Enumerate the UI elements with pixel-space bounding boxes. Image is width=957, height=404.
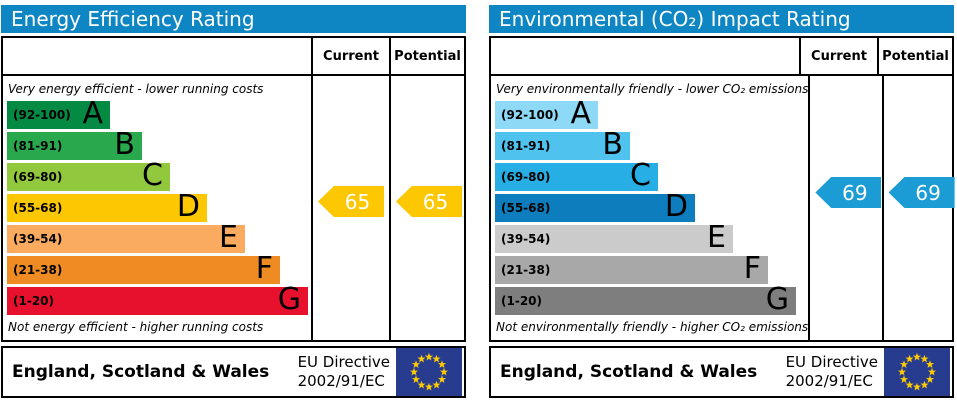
potential-rating-value: 65 <box>422 189 449 214</box>
band-e-letter: E <box>707 220 726 255</box>
band-a-range: (92-100) <box>501 108 559 122</box>
band-b-range: (81-91) <box>501 139 551 153</box>
eu-directive-label: EU Directive 2002/91/EC <box>785 353 878 390</box>
potential-rating-value: 69 <box>915 180 941 205</box>
band-d: (55-68) D <box>495 189 695 224</box>
table-body: Very environmentally friendly - lower CO… <box>491 76 955 340</box>
band-b-range: (81-91) <box>13 139 63 153</box>
header-spacer-cell <box>3 38 311 74</box>
eu-flag-icon <box>884 348 950 396</box>
current-rating-value: 69 <box>842 180 868 205</box>
current-rating-arrow: 69 <box>815 177 882 208</box>
band-scale: Very energy efficient - lower running co… <box>3 76 311 340</box>
band-b: (81-91) B <box>495 127 630 162</box>
panel-footer: England, Scotland & Wales EU Directive 2… <box>1 346 466 398</box>
table-header-row: Current Potential <box>491 38 952 76</box>
band-f-letter: F <box>743 251 761 286</box>
band-f-range: (21-38) <box>501 263 551 277</box>
band-scale: Very environmentally friendly - lower CO… <box>491 76 808 340</box>
panel-title: Energy Efficiency Rating <box>1 5 466 33</box>
band-d-range: (55-68) <box>501 201 551 215</box>
current-column-header: Current <box>311 38 389 74</box>
band-e: (39-54) E <box>7 220 245 255</box>
energy-efficiency-panel: Energy Efficiency Rating Current Potenti… <box>1 5 466 398</box>
potential-column-header: Potential <box>877 38 952 74</box>
band-c-range: (69-80) <box>501 170 551 184</box>
band-a: (92-100) A <box>495 96 598 131</box>
top-caption: Very energy efficient - lower running co… <box>8 82 264 96</box>
potential-column-header: Potential <box>389 38 464 74</box>
band-g-range: (1-20) <box>13 294 54 308</box>
band-b-letter: B <box>114 127 135 162</box>
band-g: (1-20) G <box>7 282 308 317</box>
current-column-header: Current <box>799 38 877 74</box>
current-rating-value: 65 <box>344 189 371 214</box>
potential-rating-arrow: 69 <box>888 177 955 208</box>
eu-directive-label: EU Directive 2002/91/EC <box>297 353 390 390</box>
current-column: 65 <box>311 76 389 340</box>
region-label: England, Scotland & Wales <box>12 362 270 382</box>
current-column: 69 <box>808 76 882 340</box>
eu-flag-icon <box>396 348 462 396</box>
current-rating-arrow: 65 <box>318 186 384 217</box>
potential-column: 69 <box>881 76 955 340</box>
table-header-row: Current Potential <box>3 38 464 76</box>
band-f: (21-38) F <box>7 251 280 286</box>
band-c: (69-80) C <box>495 158 658 193</box>
band-f-range: (21-38) <box>13 263 63 277</box>
bottom-caption: Not environmentally friendly - higher CO… <box>496 320 809 334</box>
environmental-impact-panel: Environmental (CO₂) Impact Rating Curren… <box>489 5 955 398</box>
band-a: (92-100) A <box>7 96 110 131</box>
band-g-range: (1-20) <box>501 294 542 308</box>
top-caption: Very environmentally friendly - lower CO… <box>496 82 809 96</box>
band-d: (55-68) D <box>7 189 207 224</box>
band-e-range: (39-54) <box>13 232 63 246</box>
band-c-letter: C <box>142 158 163 193</box>
region-label: England, Scotland & Wales <box>500 362 758 382</box>
panel-footer: England, Scotland & Wales EU Directive 2… <box>489 346 954 398</box>
band-f: (21-38) F <box>495 251 768 286</box>
panel-title: Environmental (CO₂) Impact Rating <box>489 5 954 33</box>
band-g-letter: G <box>277 282 301 317</box>
bottom-caption: Not energy efficient - higher running co… <box>8 320 264 334</box>
rating-table: Current Potential Very energy efficient … <box>1 36 466 342</box>
band-a-letter: A <box>82 96 103 131</box>
band-a-letter: A <box>570 96 591 131</box>
band-e-range: (39-54) <box>501 232 551 246</box>
band-d-letter: D <box>176 189 200 224</box>
band-c-range: (69-80) <box>13 170 63 184</box>
band-b-letter: B <box>602 127 623 162</box>
band-e: (39-54) E <box>495 220 733 255</box>
band-e-letter: E <box>219 220 238 255</box>
band-d-letter: D <box>664 189 688 224</box>
band-c-letter: C <box>630 158 651 193</box>
table-body: Very energy efficient - lower running co… <box>3 76 464 340</box>
band-a-range: (92-100) <box>13 108 71 122</box>
rating-table: Current Potential Very environmentally f… <box>489 36 955 342</box>
band-g-letter: G <box>765 282 789 317</box>
potential-rating-arrow: 65 <box>396 186 462 217</box>
band-d-range: (55-68) <box>13 201 63 215</box>
header-spacer-cell <box>491 38 799 74</box>
potential-column: 65 <box>389 76 464 340</box>
band-c: (69-80) C <box>7 158 170 193</box>
band-b: (81-91) B <box>7 127 142 162</box>
band-f-letter: F <box>255 251 273 286</box>
band-g: (1-20) G <box>495 282 796 317</box>
